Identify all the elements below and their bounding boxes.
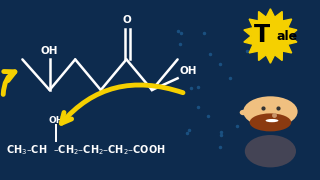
Text: O: O bbox=[123, 15, 132, 25]
Circle shape bbox=[243, 96, 298, 127]
Text: OH: OH bbox=[41, 46, 58, 56]
Ellipse shape bbox=[240, 110, 247, 115]
Ellipse shape bbox=[266, 119, 278, 122]
Text: T: T bbox=[253, 23, 269, 47]
Text: OH: OH bbox=[48, 116, 64, 125]
Ellipse shape bbox=[245, 135, 296, 167]
Text: ale: ale bbox=[277, 30, 298, 42]
Text: OH: OH bbox=[179, 66, 197, 76]
Text: CH$_3$–CH  –CH$_2$–CH$_2$–CH$_2$–COOH: CH$_3$–CH –CH$_2$–CH$_2$–CH$_2$–COOH bbox=[6, 143, 166, 157]
Ellipse shape bbox=[250, 113, 291, 131]
Polygon shape bbox=[244, 9, 297, 63]
